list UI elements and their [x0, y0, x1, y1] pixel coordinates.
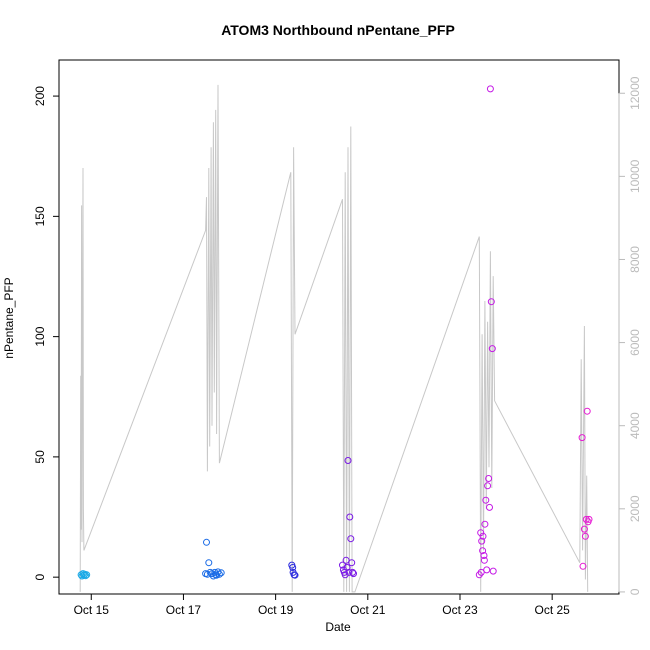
- x-tick-label: Oct 21: [350, 603, 386, 617]
- plot-frame: [58, 59, 620, 595]
- data-point: [479, 547, 487, 555]
- data-point: [482, 496, 490, 504]
- x-tick-label: Oct 25: [534, 603, 570, 617]
- data-point: [480, 556, 488, 564]
- data-point: [585, 515, 593, 523]
- data-point: [581, 532, 589, 540]
- y2-tick-label: 6000: [628, 329, 642, 356]
- x-tick-label: Oct 17: [166, 603, 202, 617]
- data-point: [486, 85, 494, 93]
- data-point: [578, 434, 586, 442]
- data-point: [489, 567, 497, 575]
- data-point: [291, 571, 299, 579]
- data-point: [481, 520, 489, 528]
- y-axis-label: nPentane_PFP: [2, 277, 16, 358]
- y2-tick-label: 12000: [628, 76, 642, 110]
- data-point: [478, 537, 486, 545]
- y2-tick-label: 4000: [628, 412, 642, 439]
- data-point: [583, 407, 591, 415]
- y-tick-label: 200: [33, 86, 47, 106]
- data-point: [83, 571, 91, 579]
- data-point: [205, 559, 213, 567]
- data-point: [477, 568, 485, 576]
- data-point: [342, 556, 350, 564]
- data-point: [484, 482, 492, 490]
- x-axis-label: Date: [325, 620, 351, 634]
- data-point: [203, 538, 210, 546]
- data-point: [486, 503, 493, 511]
- data-point: [348, 559, 356, 567]
- series-line: [79, 84, 589, 593]
- data-point: [217, 569, 225, 577]
- y2-tick-label: 2000: [628, 495, 642, 522]
- data-point: [349, 568, 357, 576]
- data-point: [289, 564, 297, 571]
- data-point: [215, 570, 223, 578]
- data-point: [347, 535, 355, 543]
- x-tick-label: Oct 19: [258, 603, 294, 617]
- y-tick-label: 100: [33, 326, 47, 346]
- data-point: [345, 568, 353, 576]
- chart-title: ATOM3 Northbound nPentane_PFP: [221, 22, 455, 38]
- data-point: [488, 345, 496, 353]
- data-point: [479, 532, 487, 540]
- y-tick-label: 50: [33, 450, 47, 464]
- data-point: [579, 562, 587, 570]
- y2-tick-label: 8000: [628, 246, 642, 273]
- data-point: [580, 525, 588, 533]
- data-point: [480, 552, 488, 559]
- y-tick-label: 150: [33, 206, 47, 226]
- y-axis-left: 0 50 100 150 200: [33, 86, 60, 581]
- data-point: [485, 475, 493, 482]
- data-point: [483, 566, 491, 574]
- data-point: [343, 564, 351, 571]
- x-axis: Oct 15 Oct 17 Oct 19 Oct 21 Oct 23 Oct 25: [74, 593, 570, 617]
- y-axis-right: 0 2000 4000 6000 8000 10000 12000: [618, 76, 642, 595]
- data-point: [341, 571, 349, 579]
- data-point: [82, 572, 90, 580]
- line-series: [79, 84, 589, 593]
- data-point: [344, 457, 352, 464]
- y2-tick-label: 0: [628, 588, 642, 595]
- data-point: [346, 513, 354, 521]
- y-tick-label: 0: [33, 574, 47, 581]
- x-tick-label: Oct 23: [442, 603, 478, 617]
- scatter-series: [77, 85, 593, 580]
- x-tick-label: Oct 15: [74, 603, 110, 617]
- data-point: [487, 298, 495, 306]
- y2-tick-label: 10000: [628, 159, 642, 193]
- data-point: [477, 529, 485, 537]
- data-point: [350, 570, 357, 578]
